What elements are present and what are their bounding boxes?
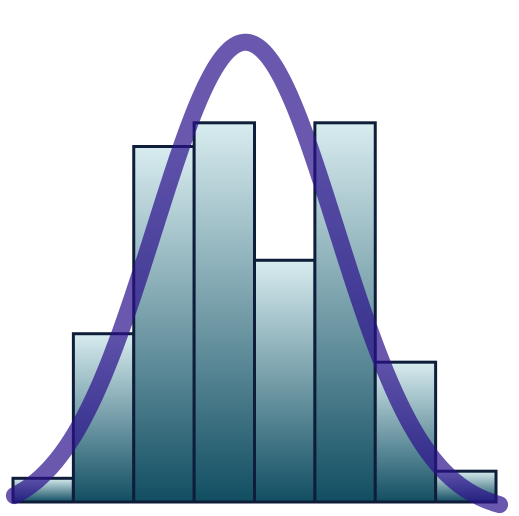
histogram-bar-4: [192, 121, 257, 504]
histogram-bar-5: [253, 258, 317, 504]
normal-distribution-curve: [5, 33, 509, 514]
curve-group: [5, 33, 509, 514]
